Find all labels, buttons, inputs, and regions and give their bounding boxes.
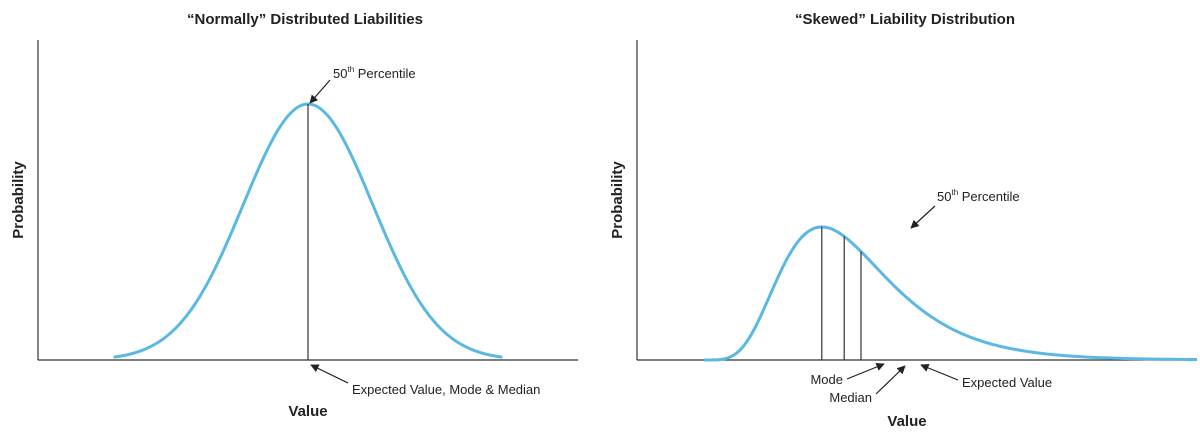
y-axis-title: Probability [609,161,626,239]
y-axis-title: Probability [10,161,27,239]
center-arrow [310,364,349,384]
expected-value-label: Expected Value [962,375,1052,390]
x-axis-title: Value [288,403,327,420]
chart-title: “Skewed” Liability Distribution [795,11,1015,28]
mode-arrow [846,362,885,380]
skewed-chart: “Skewed” Liability Distribution Probabil… [609,11,1198,430]
mode-label: Mode [810,372,843,387]
center-annotation: Expected Value, Mode & Median [352,382,540,397]
x-axis-title: Value [887,413,926,430]
percentile-arrow [309,79,331,104]
chart-title: “Normally” Distributed Liabilities [187,11,423,28]
skewed-distribution-curve [704,225,1198,362]
percentile-annotation: 50th Percentile [333,65,416,81]
median-arrow [875,365,906,395]
normal-chart: “Normally” Distributed Liabilities Proba… [10,11,578,420]
expected-value-arrow [920,363,959,381]
percentile-arrow [910,205,936,229]
percentile-annotation: 50th Percentile [937,188,1020,204]
median-label: Median [829,390,872,405]
